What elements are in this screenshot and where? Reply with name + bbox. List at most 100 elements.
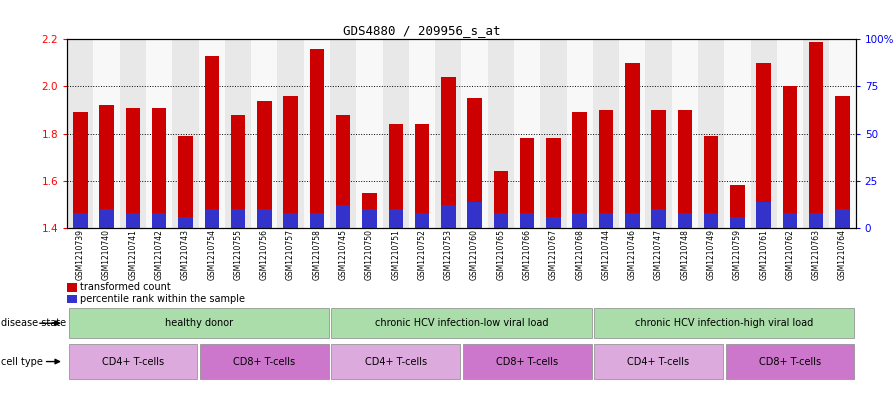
- Bar: [494, 171, 508, 228]
- Bar: [73, 112, 88, 228]
- Text: CD4+ T-cells: CD4+ T-cells: [102, 356, 164, 367]
- Bar: [809, 42, 823, 228]
- Bar: [441, 77, 455, 228]
- Bar: [67, 39, 93, 228]
- Bar: [651, 110, 666, 228]
- Bar: [514, 39, 540, 228]
- Bar: [283, 96, 297, 228]
- Bar: [257, 209, 271, 228]
- Text: CD4+ T-cells: CD4+ T-cells: [365, 356, 426, 367]
- Bar: [99, 209, 114, 228]
- Bar: [362, 193, 376, 228]
- Text: transformed count: transformed count: [80, 282, 170, 292]
- Bar: [547, 138, 561, 228]
- Bar: [566, 39, 593, 228]
- Bar: [751, 39, 777, 228]
- FancyBboxPatch shape: [594, 344, 723, 379]
- Bar: [257, 101, 271, 228]
- FancyBboxPatch shape: [462, 344, 591, 379]
- Text: healthy donor: healthy donor: [165, 318, 233, 328]
- Text: percentile rank within the sample: percentile rank within the sample: [80, 294, 245, 304]
- Bar: [809, 213, 823, 228]
- Bar: [357, 39, 383, 228]
- Text: chronic HCV infection-high viral load: chronic HCV infection-high viral load: [635, 318, 814, 328]
- Bar: [540, 39, 566, 228]
- Bar: [461, 39, 487, 228]
- Bar: [172, 39, 199, 228]
- Bar: [777, 39, 803, 228]
- Text: CD8+ T-cells: CD8+ T-cells: [496, 356, 558, 367]
- Bar: [677, 213, 692, 228]
- FancyBboxPatch shape: [200, 344, 329, 379]
- Bar: [783, 86, 797, 228]
- Bar: [278, 39, 304, 228]
- Bar: [336, 115, 350, 228]
- Text: CD8+ T-cells: CD8+ T-cells: [759, 356, 821, 367]
- Bar: [310, 49, 324, 228]
- Bar: [152, 213, 167, 228]
- Bar: [599, 213, 613, 228]
- Bar: [389, 209, 403, 228]
- FancyBboxPatch shape: [68, 344, 197, 379]
- Bar: [730, 217, 745, 228]
- Bar: [415, 124, 429, 228]
- Bar: [330, 39, 357, 228]
- Bar: [125, 213, 140, 228]
- Bar: [593, 39, 619, 228]
- Bar: [730, 185, 745, 228]
- Text: cell type: cell type: [1, 356, 43, 367]
- Bar: [152, 108, 167, 228]
- Bar: [73, 213, 88, 228]
- Bar: [677, 110, 692, 228]
- Bar: [494, 213, 508, 228]
- Bar: [231, 209, 246, 228]
- FancyBboxPatch shape: [726, 344, 855, 379]
- Bar: [231, 115, 246, 228]
- Bar: [830, 39, 856, 228]
- Bar: [756, 63, 771, 228]
- Bar: [304, 39, 330, 228]
- Bar: [724, 39, 751, 228]
- Bar: [704, 136, 719, 228]
- FancyBboxPatch shape: [594, 308, 855, 338]
- Bar: [67, 283, 77, 292]
- Bar: [698, 39, 724, 228]
- Bar: [468, 202, 482, 228]
- Bar: [625, 213, 640, 228]
- Bar: [415, 213, 429, 228]
- Text: disease state: disease state: [1, 318, 66, 328]
- Bar: [310, 213, 324, 228]
- Bar: [573, 112, 587, 228]
- Bar: [204, 209, 219, 228]
- Bar: [178, 136, 193, 228]
- Bar: [756, 202, 771, 228]
- Bar: [704, 213, 719, 228]
- FancyBboxPatch shape: [332, 344, 461, 379]
- Bar: [672, 39, 698, 228]
- Bar: [199, 39, 225, 228]
- Bar: [803, 39, 830, 228]
- Bar: [441, 205, 455, 228]
- Bar: [651, 209, 666, 228]
- Bar: [435, 39, 461, 228]
- Bar: [835, 209, 849, 228]
- Text: chronic HCV infection-low viral load: chronic HCV infection-low viral load: [375, 318, 548, 328]
- Bar: [120, 39, 146, 228]
- Bar: [487, 39, 514, 228]
- Bar: [409, 39, 435, 228]
- Bar: [835, 96, 849, 228]
- Text: CD8+ T-cells: CD8+ T-cells: [233, 356, 296, 367]
- Bar: [389, 124, 403, 228]
- Bar: [619, 39, 645, 228]
- Bar: [204, 56, 219, 228]
- Bar: [573, 213, 587, 228]
- Bar: [468, 98, 482, 228]
- Bar: [125, 108, 140, 228]
- Bar: [178, 217, 193, 228]
- Bar: [520, 138, 534, 228]
- Bar: [93, 39, 120, 228]
- Title: GDS4880 / 209956_s_at: GDS4880 / 209956_s_at: [343, 24, 501, 37]
- Bar: [645, 39, 672, 228]
- Bar: [283, 213, 297, 228]
- Bar: [547, 217, 561, 228]
